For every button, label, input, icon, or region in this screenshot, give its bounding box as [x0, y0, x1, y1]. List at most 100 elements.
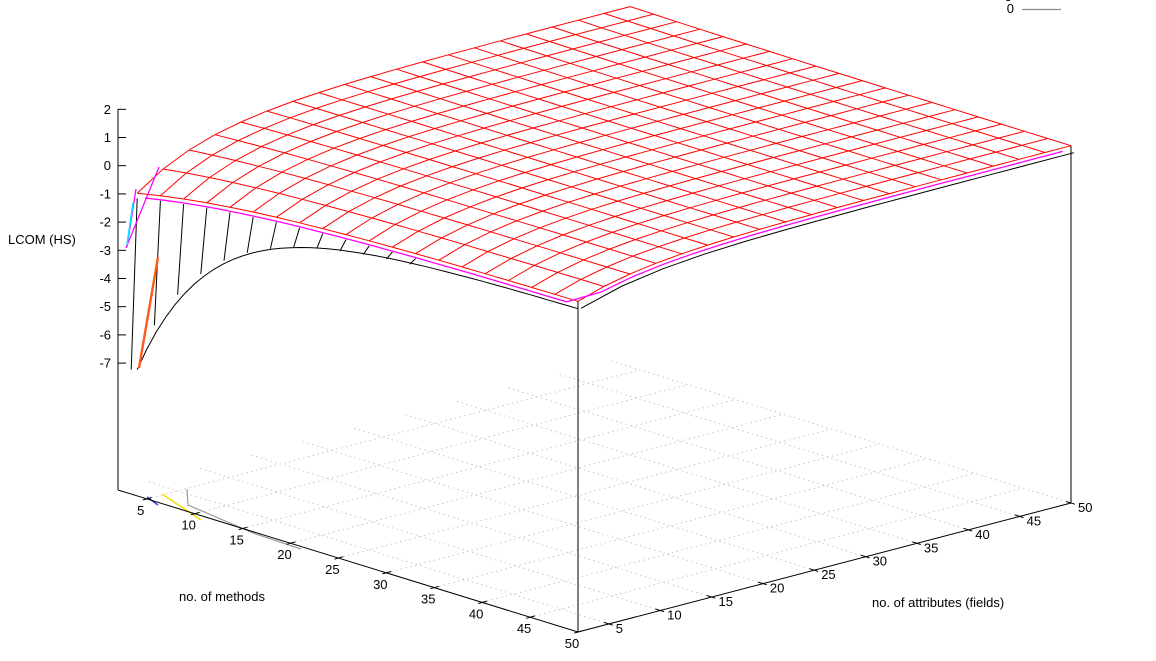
- surface-mesh-line-a: [266, 110, 708, 246]
- y-tick-label: 10: [667, 607, 681, 622]
- x-tick-label: 25: [325, 562, 339, 577]
- x-tick-mark: [190, 511, 200, 516]
- base-grid-line: [482, 472, 976, 603]
- surface-mesh-line-a: [396, 68, 838, 208]
- z-tick-label: -7: [99, 356, 111, 371]
- z-tick-label: 0: [104, 158, 111, 173]
- surface-mesh-line-m: [438, 101, 932, 261]
- surface-mesh-line-m: [229, 36, 724, 208]
- x-tick-label: 40: [469, 606, 483, 621]
- legend: 5 0: [1005, 0, 1061, 16]
- z-tick-label: -2: [99, 215, 111, 230]
- surface-mesh-line-a: [604, 12, 1046, 153]
- surface-mesh-line-m: [276, 50, 770, 218]
- base-grid-line: [386, 443, 880, 574]
- surface-mesh-line-m: [531, 130, 1025, 288]
- surface-underside-mesh: [130, 152, 1075, 370]
- z-tick-label: -1: [99, 186, 111, 201]
- underside-mesh-line: [200, 207, 208, 275]
- surface-mesh-line-a: [163, 168, 605, 287]
- y-tick-mark: [603, 621, 613, 626]
- y-tick-mark: [860, 554, 870, 559]
- z-tick-label: -3: [99, 243, 111, 258]
- base-grid-line: [610, 360, 1072, 504]
- y-tick-mark: [1066, 501, 1076, 505]
- base-grid-line: [302, 441, 764, 585]
- base-grid-line: [290, 413, 784, 544]
- z-axis-label: LCOM (HS): [8, 232, 76, 247]
- underside-mesh-line: [269, 222, 277, 249]
- z-tick-label: -5: [99, 299, 111, 314]
- surface-mesh-line-a: [526, 33, 968, 174]
- base-grid-line: [405, 414, 866, 558]
- y-tick-mark: [1014, 514, 1024, 519]
- x-tick-mark: [238, 526, 248, 531]
- y-tick-label: 40: [975, 527, 989, 542]
- base-contour-yellow: [161, 493, 202, 521]
- underside-mesh-line: [130, 198, 138, 370]
- x-tick-label: 5: [137, 503, 144, 518]
- surface-mesh-line-a: [214, 134, 656, 264]
- surface-mesh-line-m: [136, 6, 631, 194]
- y-tick-mark: [809, 568, 819, 572]
- base-grid-line: [200, 468, 661, 611]
- y-tick-label: 30: [873, 554, 887, 569]
- z-tick-label: -4: [99, 271, 111, 286]
- x-tick-mark: [142, 497, 152, 501]
- surface-mesh-line-m: [299, 58, 793, 224]
- legend-entry-label: 0: [1007, 1, 1014, 16]
- surface-mesh-line-a: [448, 54, 890, 195]
- surface-mesh-line-m: [508, 123, 1002, 281]
- base-grid-line: [242, 398, 736, 529]
- surface-mesh-line-a: [578, 19, 1020, 160]
- underside-front-silhouette: [136, 246, 579, 370]
- underside-mesh-line: [246, 216, 254, 253]
- x-tick-label: 20: [277, 547, 291, 562]
- x-tick-mark: [382, 571, 392, 575]
- base-grid: [146, 360, 1072, 633]
- x-tick-mark: [286, 541, 296, 545]
- y-tick-label: 50: [1078, 500, 1092, 515]
- surface-mesh-line-m: [554, 138, 1048, 295]
- contour-orange-left: [137, 256, 160, 369]
- underside-mesh-line: [386, 251, 393, 260]
- contour-cyan-left: [126, 202, 134, 246]
- surface-mesh-line-m: [206, 28, 700, 204]
- surface-mesh-line-a: [552, 26, 994, 167]
- legend-clipped-entry-label: 5: [1005, 0, 1012, 4]
- z-tick-label: 1: [104, 130, 111, 145]
- surface-mesh-line-m: [415, 94, 909, 255]
- y-tick-label: 15: [719, 594, 733, 609]
- z-tick-label: 2: [104, 102, 111, 117]
- surface-mesh-line-m: [368, 80, 863, 242]
- underside-mesh-line: [293, 227, 301, 248]
- base-grid-line: [146, 369, 640, 500]
- y-tick-label: 20: [770, 581, 784, 596]
- y-tick-mark: [655, 608, 665, 613]
- base-contour-gray: [186, 488, 302, 550]
- x-tick-mark: [526, 615, 536, 619]
- y-tick-label: 25: [821, 567, 835, 582]
- surface-mesh-line-a: [630, 6, 1072, 147]
- magenta-edge-contour: [144, 150, 1063, 303]
- base-grid-line: [456, 400, 918, 544]
- axes-and-ticks: 210-1-2-3-4-5-6-751015202530354045505101…: [99, 102, 1092, 651]
- surface-mesh-line-a: [137, 192, 579, 302]
- y-tick-mark: [757, 581, 767, 586]
- base-grid-line: [434, 458, 928, 589]
- surface-mesh-line-m: [461, 109, 956, 268]
- base-contours: [146, 488, 302, 550]
- base-grid-line: [148, 481, 609, 625]
- x-tick-label: 50: [565, 636, 579, 651]
- base-grid-line: [338, 428, 832, 559]
- y-tick-mark: [911, 541, 921, 545]
- base-grid-line: [559, 373, 1020, 517]
- x-axis-label: no. of methods: [179, 589, 265, 604]
- surface-mesh-line-a: [318, 92, 760, 230]
- x-tick-mark: [478, 600, 488, 604]
- x-axis-line: [117, 489, 579, 633]
- x-tick-label: 45: [517, 621, 531, 636]
- underside-mesh-line: [362, 245, 370, 255]
